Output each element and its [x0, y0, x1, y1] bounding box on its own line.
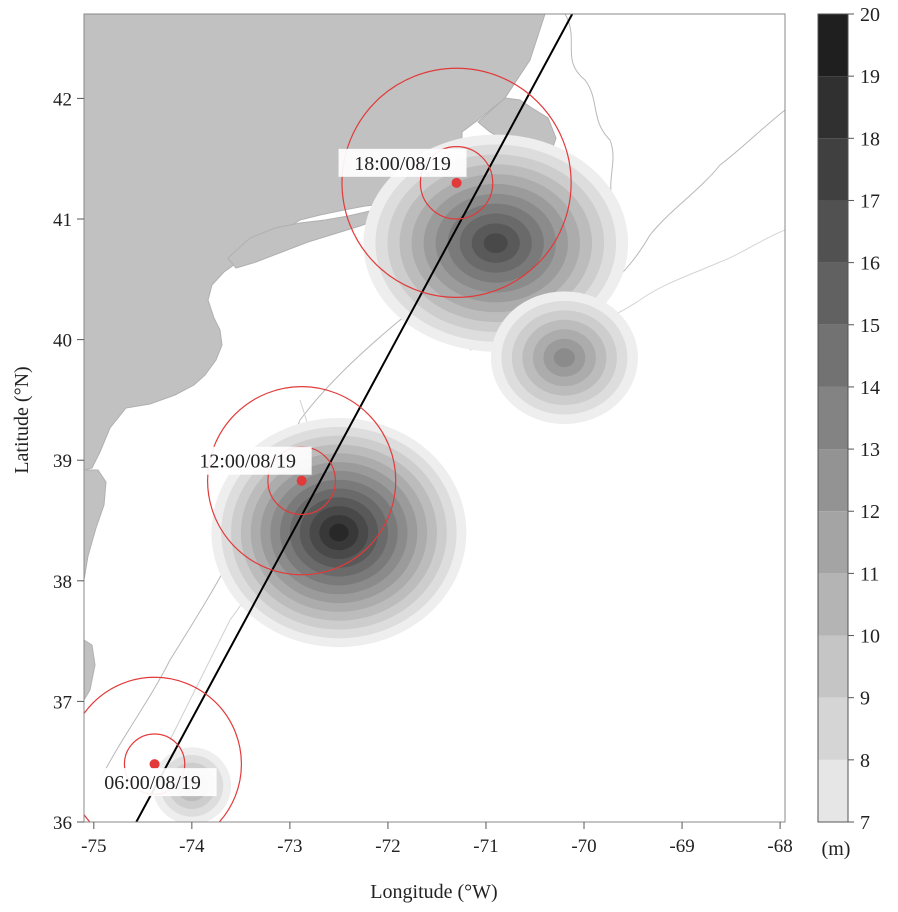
colorbar-tick-label: 13 [860, 439, 880, 461]
colorbar-band-11 [818, 511, 848, 574]
y-tick-label: 36 [53, 813, 72, 834]
storm-label-box [88, 768, 217, 797]
colorbar-band-13 [818, 386, 848, 450]
colorbar-band-9 [818, 635, 848, 698]
x-tick-label: -74 [179, 836, 205, 857]
field-middle [211, 417, 467, 648]
outer-banks [84, 639, 96, 701]
y-axis-label: Latitude (°N) [11, 366, 33, 473]
colorbar-band-16 [818, 200, 848, 263]
x-tick-label: -68 [767, 836, 792, 857]
colorbar-band-14 [818, 324, 848, 387]
colorbar-tick-label: 8 [860, 750, 870, 772]
colorbar-band-18 [818, 76, 848, 139]
colorbar-band-15 [818, 262, 848, 325]
x-tick-label: -69 [669, 836, 694, 857]
storm-center-dot [296, 475, 307, 486]
colorbar-band-10 [818, 573, 848, 636]
outer-radius-circle [206, 386, 397, 576]
colorbar-tick-label: 19 [860, 66, 880, 88]
x-tick-label: -73 [277, 836, 302, 857]
colorbar-tick-label: 14 [860, 377, 880, 399]
colorbar-tick-label: 20 [860, 4, 880, 26]
storm-time-label: 18:00/08/19 [354, 153, 451, 175]
map-plot: 06:00/08/19 12:00/08/19 18:00/08/19 -75 -74… [11, 13, 793, 903]
storm-time-labels: 06:00/08/19 12:00/08/19 18:00/08/19 [88, 148, 467, 797]
colorbar-tick-label: 16 [860, 253, 880, 275]
wave-contour-17m [483, 233, 508, 254]
x-axis-label: Longitude (°W) [370, 881, 497, 903]
land [84, 14, 557, 701]
storm-center-dot [451, 177, 462, 188]
colorbar-tick-label: 12 [860, 501, 880, 523]
colorbar-tick-label: 17 [860, 190, 880, 212]
wave-contour-13m [553, 348, 575, 368]
colorbar: 7 8 9 10 11 12 13 14 15 16 17 18 19 20 (m) [817, 4, 880, 860]
colorbar-tick-label: 9 [860, 688, 870, 710]
delmarva-peninsula [84, 469, 107, 581]
y-tick-label: 40 [53, 331, 72, 352]
storm-center-dot [149, 759, 160, 770]
outer-radius-circle [341, 67, 572, 299]
storm-position-2 [341, 67, 572, 299]
x-tick-label: -71 [473, 836, 498, 857]
x-tick-label: -75 [81, 836, 106, 857]
colorbar-tick-label: 11 [860, 563, 879, 585]
field-north-tail [490, 291, 638, 425]
colorbar-tick-label: 15 [860, 315, 880, 337]
storm-time-label: 06:00/08/19 [104, 772, 201, 794]
storm-label-1: 12:00/08/19 [183, 446, 312, 475]
storm-label-2: 18:00/08/19 [338, 148, 467, 177]
outer-radius-circle [84, 676, 242, 822]
colorbar-tick-label: 7 [860, 812, 870, 834]
colorbar-tick-label: 10 [860, 626, 880, 648]
y-tick-label: 38 [53, 572, 72, 593]
y-tick-label: 41 [53, 210, 72, 231]
colorbar-ticks: 7 8 9 10 11 12 13 14 15 16 17 18 19 20 [848, 4, 880, 834]
x-tick-label: -72 [375, 836, 400, 857]
colorbar-band-17 [818, 138, 848, 201]
colorbar-band-12 [818, 449, 848, 512]
y-axis: 36 37 38 39 40 41 42 [53, 89, 84, 834]
y-tick-label: 37 [53, 692, 72, 713]
colorbar-tick-label: 18 [860, 128, 880, 150]
colorbar-bands [818, 14, 848, 822]
inner-radius-circle [419, 146, 494, 220]
colorbar-band-7 [818, 759, 848, 822]
colorbar-band-8 [818, 697, 848, 760]
colorbar-frame [817, 13, 849, 823]
colorbar-band-19 [818, 14, 848, 77]
wave-contour-19m [329, 523, 349, 542]
storm-label-box [183, 446, 312, 475]
map-frame [83, 13, 786, 823]
colorbar-unit: (m) [822, 838, 851, 860]
y-tick-label: 42 [53, 89, 72, 110]
x-tick-label: -70 [571, 836, 596, 857]
storm-label-box [338, 148, 467, 177]
storm-time-label: 12:00/08/19 [199, 451, 296, 473]
x-axis: -75 -74 -73 -72 -71 -70 -69 -68 [81, 822, 793, 857]
map-layers [84, 14, 785, 822]
y-tick-label: 39 [53, 451, 72, 472]
storm-label-0: 06:00/08/19 [88, 768, 217, 797]
storm-track-line [135, 14, 574, 822]
